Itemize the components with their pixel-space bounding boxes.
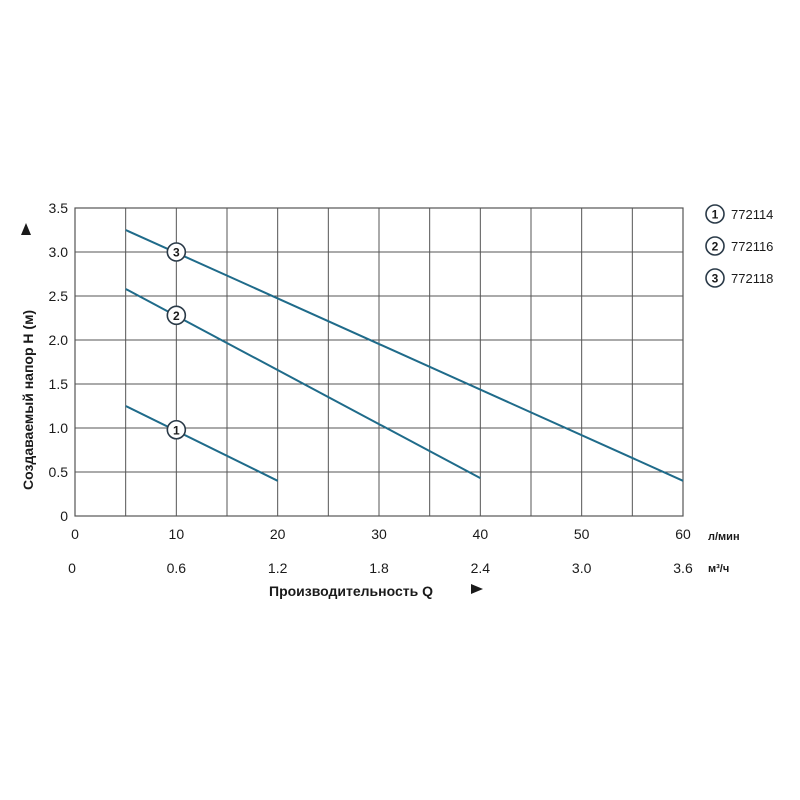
legend-marker-1 — [705, 204, 725, 224]
series-marker-label-1: 1 — [173, 423, 180, 437]
legend-marker-3 — [705, 268, 725, 288]
y-axis-arrow-icon — [21, 223, 31, 235]
y-tick-label: 1.0 — [49, 420, 69, 436]
series-marker-label-2: 2 — [173, 309, 180, 323]
y-tick-label: 3.5 — [49, 200, 69, 216]
x-tick-label-m3h: 3.0 — [572, 560, 592, 576]
x-tick-label-lmin: 30 — [371, 526, 387, 542]
x-unit-m3h: м³/ч — [708, 563, 729, 575]
x-tick-label-lmin: 50 — [574, 526, 590, 542]
legend-label-2: 772116 — [731, 239, 773, 254]
x-tick-label-lmin: 20 — [270, 526, 286, 542]
x-tick-label-m3h: 0 — [68, 560, 76, 576]
y-tick-label: 0.5 — [49, 464, 69, 480]
x-axis-arrow-icon — [471, 584, 483, 594]
series-lines — [125, 229, 684, 482]
legend-label-3: 772118 — [731, 271, 773, 286]
legend-marker-label-3: 3 — [712, 272, 719, 286]
y-axis-title: Создаваемый напор H (м) — [20, 310, 36, 490]
series-line-3 — [125, 229, 684, 482]
x-tick-labels: 0 10 20 30 40 50 60 0 0.6 1.2 1.8 2.4 3.0 3.6 — [68, 526, 693, 576]
legend-label-1: 772114 — [731, 207, 773, 222]
y-tick-label: 2.5 — [49, 288, 69, 304]
series-marker-label-3: 3 — [173, 246, 180, 260]
x-tick-label-m3h: 0.6 — [167, 560, 187, 576]
legend: 1 772114 2 772116 3 772118 — [705, 204, 773, 288]
x-axis-title: Производительность Q — [269, 583, 433, 599]
grid — [74, 207, 684, 517]
y-axis-title-group: Создаваемый напор H (м) — [20, 223, 36, 490]
series-marker-2 — [166, 305, 187, 326]
series-line-2 — [125, 288, 481, 480]
y-tick-label: 2.0 — [49, 332, 69, 348]
legend-marker-label-2: 2 — [712, 240, 719, 254]
series-marker-1 — [166, 419, 187, 440]
x-tick-label-m3h: 1.8 — [369, 560, 389, 576]
x-axis-title-group: Производительность Q — [269, 583, 483, 599]
legend-marker-2 — [705, 236, 725, 256]
series-markers: 1 2 3 — [166, 242, 187, 440]
y-tick-labels: 0 0.5 1.0 1.5 2.0 2.5 3.0 3.5 — [49, 200, 69, 524]
x-tick-label-m3h: 2.4 — [471, 560, 491, 576]
legend-marker-label-1: 1 — [712, 208, 719, 222]
x-tick-label-lmin: 60 — [675, 526, 691, 542]
y-tick-label: 3.0 — [49, 244, 69, 260]
series-marker-3 — [166, 242, 187, 262]
x-tick-label-m3h: 3.6 — [673, 560, 693, 576]
x-unit-lmin: л/мин — [708, 531, 740, 543]
x-tick-label-lmin: 0 — [71, 526, 79, 542]
x-tick-label-lmin: 40 — [473, 526, 489, 542]
x-tick-label-m3h: 1.2 — [268, 560, 288, 576]
x-tick-label-lmin: 10 — [169, 526, 185, 542]
y-tick-label: 0 — [60, 508, 68, 524]
series-line-1 — [125, 405, 279, 482]
y-tick-label: 1.5 — [49, 376, 69, 392]
